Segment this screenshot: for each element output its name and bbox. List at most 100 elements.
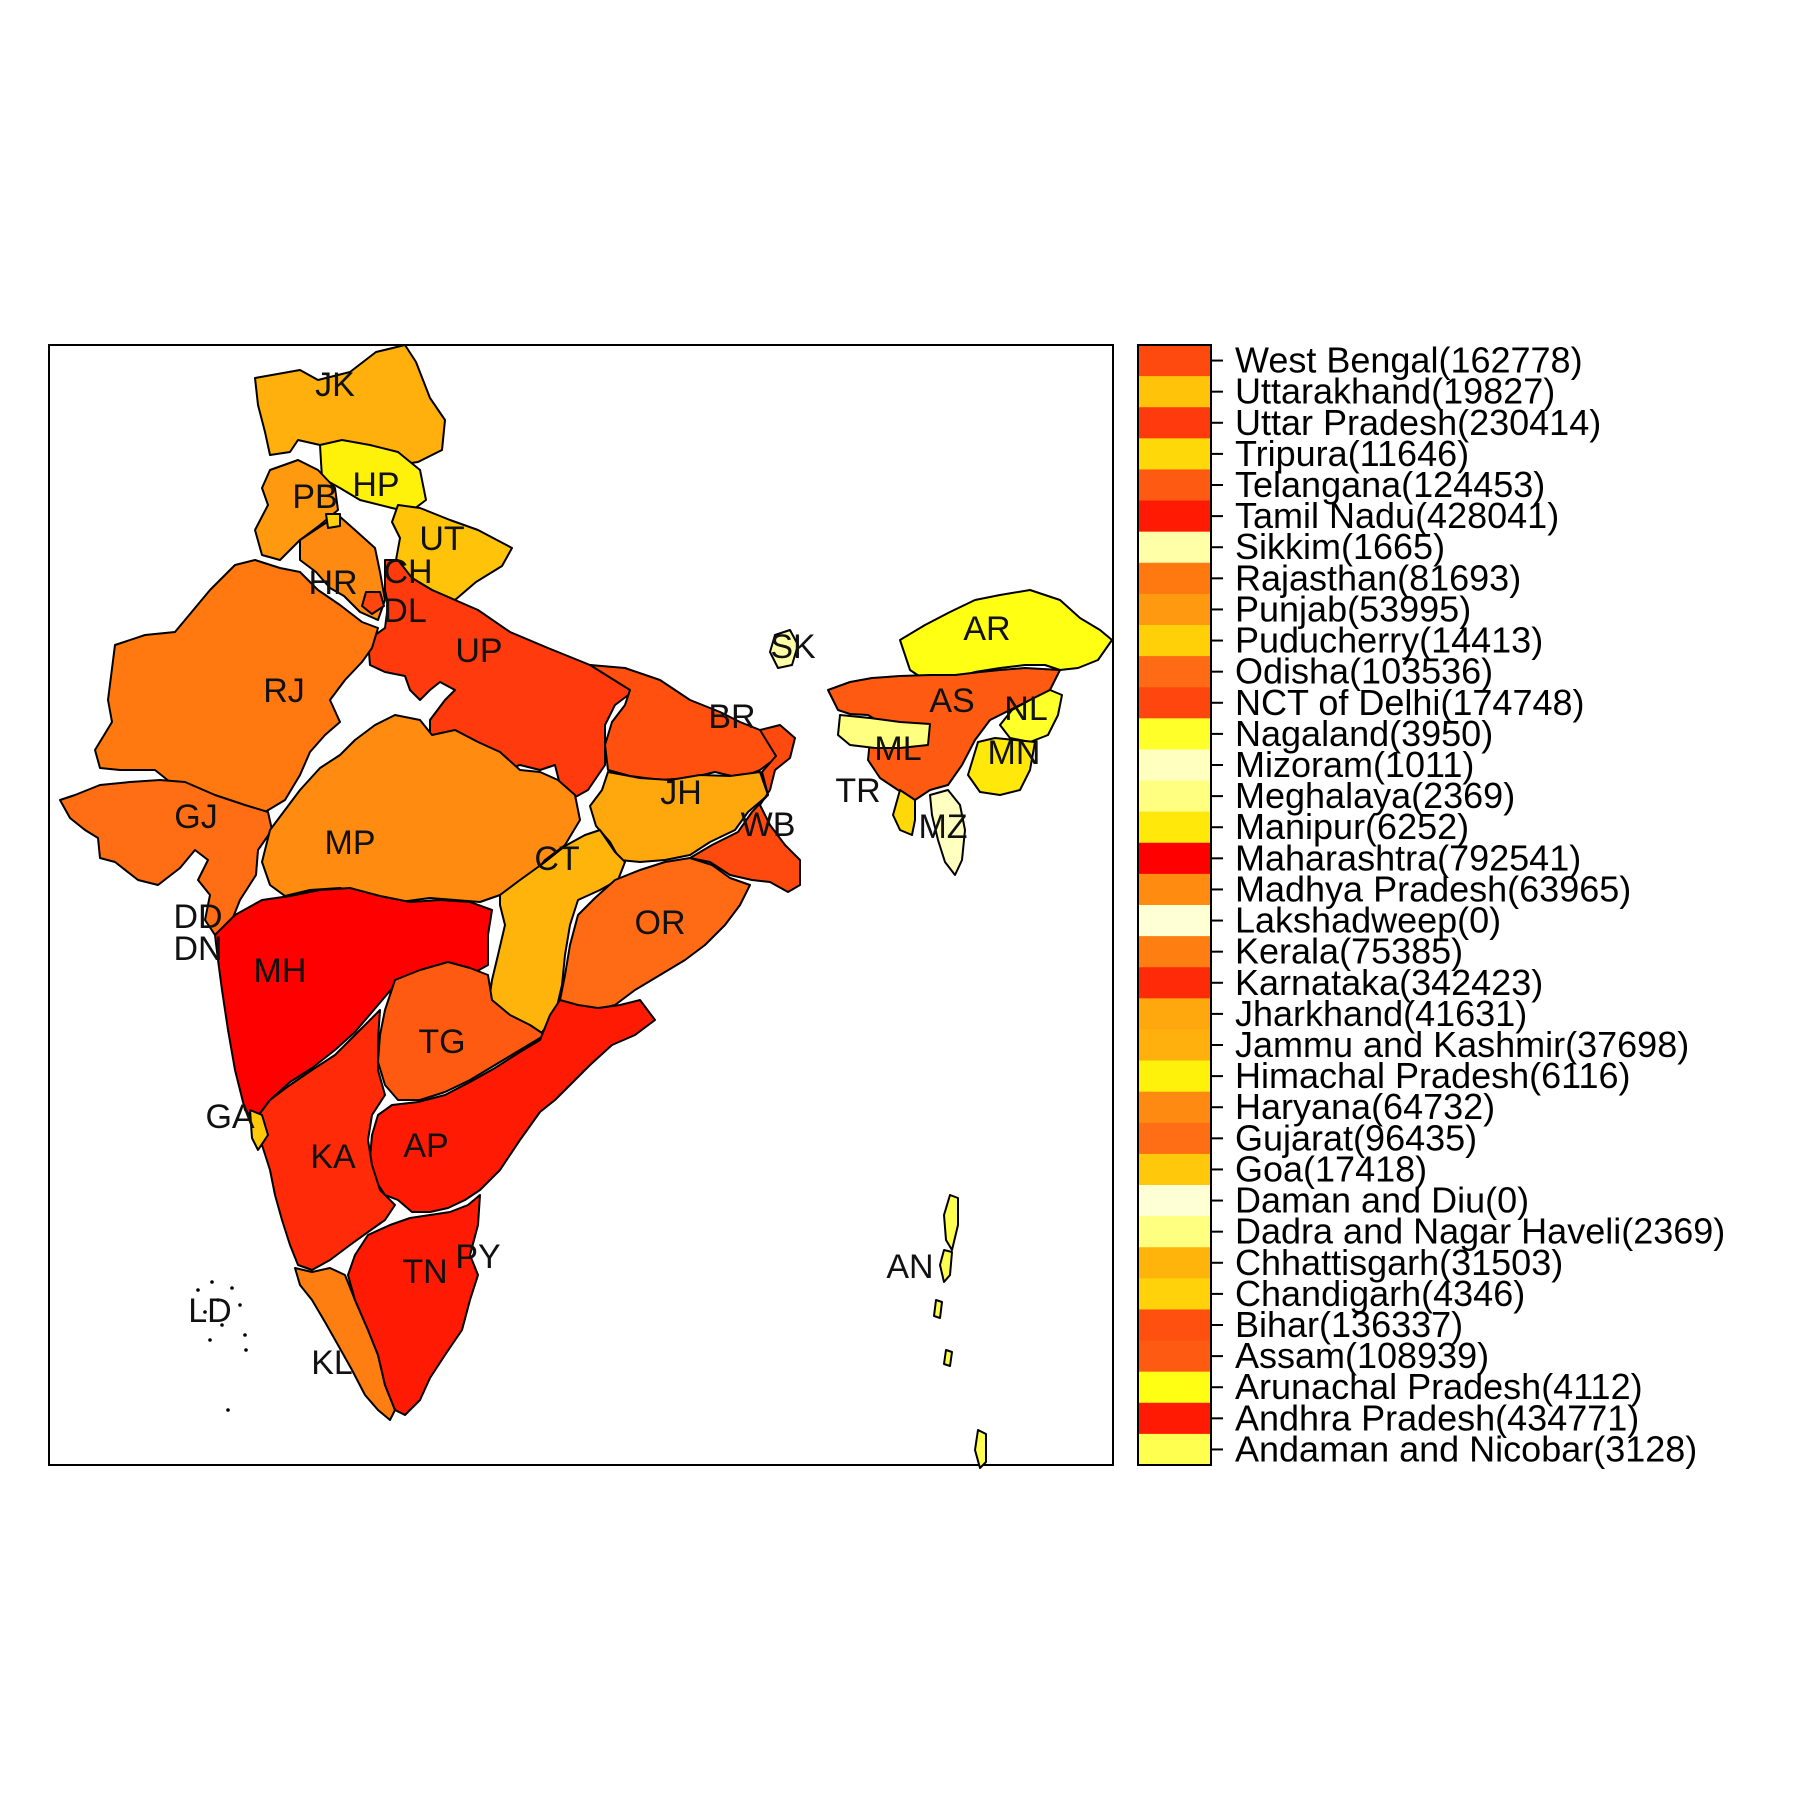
state-an [943, 1349, 953, 1367]
legend-swatch [1138, 842, 1211, 875]
state-label-wb: WB [741, 806, 796, 844]
state-or [559, 857, 751, 1013]
state-tn [347, 1194, 481, 1416]
state-an [974, 1429, 987, 1469]
lakshadweep-island-dot [243, 1333, 247, 1337]
state-label-sk: SK [770, 628, 816, 666]
legend-label: Himachal Pradesh(6116) [1235, 1055, 1631, 1096]
state-label-kl: KL [311, 1344, 353, 1382]
state-ml [837, 714, 931, 749]
legend-swatches [1138, 345, 1211, 1466]
state-label-ml: ML [874, 730, 921, 768]
legend-swatch [1138, 1122, 1211, 1155]
state-mz [929, 789, 966, 876]
legend-labels: West Bengal(162778)Uttarakhand(19827)Utt… [1235, 340, 1725, 1470]
legend-label: Puducherry(14413) [1235, 620, 1543, 661]
state-label-ap: AP [403, 1127, 448, 1165]
legend-swatch [1138, 905, 1211, 937]
legend-swatch [1138, 1029, 1211, 1062]
legend-label: Odisha(103536) [1235, 651, 1493, 692]
state-label-mp: MP [325, 824, 376, 862]
legend-label: Andhra Pradesh(434771) [1235, 1397, 1639, 1438]
legend-swatch [1138, 469, 1211, 502]
state-label-jk: JK [315, 366, 355, 404]
map-frame [48, 344, 1114, 1466]
state-label-tr: TR [835, 772, 880, 810]
state-label-hr: HR [308, 564, 357, 602]
legend-label: Telangana(124453) [1235, 464, 1545, 505]
state-label-pb: PB [292, 478, 337, 516]
lakshadweep-island-dot [216, 1298, 220, 1302]
legend-swatch [1138, 1216, 1211, 1248]
legend-frame [1137, 344, 1212, 1466]
legend-label: Haryana(64732) [1235, 1086, 1495, 1127]
state-ga [249, 1109, 269, 1151]
legend-swatch [1138, 718, 1211, 750]
state-label-py: PY [455, 1238, 500, 1276]
state-label-ka: KA [310, 1138, 356, 1176]
state-nl [999, 689, 1063, 743]
legend-swatch [1138, 687, 1211, 719]
legend-label: Goa(17418) [1235, 1148, 1427, 1189]
legend-swatch [1138, 438, 1211, 470]
legend-label: Rajasthan(81693) [1235, 557, 1521, 598]
legend-label: Madhya Pradesh(63965) [1235, 868, 1631, 909]
legend-swatch [1138, 936, 1211, 968]
legend-swatch [1138, 625, 1211, 657]
state-rj [94, 559, 379, 813]
state-wb [689, 724, 801, 893]
state-label-tg: TG [418, 1023, 465, 1061]
legend-label: West Bengal(162778) [1235, 340, 1583, 381]
lakshadweep-island-dot [238, 1303, 242, 1307]
legend-swatch [1138, 1153, 1211, 1186]
legend-label: Tamil Nadu(428041) [1235, 495, 1559, 536]
state-label-an: AN [886, 1248, 933, 1286]
lakshadweep-island-dot [196, 1288, 200, 1292]
legend-swatch [1138, 1060, 1211, 1093]
legend-label: Lakshadweep(0) [1235, 900, 1501, 941]
legend-swatch [1138, 998, 1211, 1030]
legend-label: NCT of Delhi(174748) [1235, 682, 1585, 723]
legend-label: Jammu and Kashmir(37698) [1235, 1024, 1689, 1065]
state-label-rj: RJ [263, 672, 305, 710]
legend-swatch [1138, 531, 1211, 564]
state-label-dl: DL [383, 592, 426, 630]
legend-swatch [1138, 1091, 1211, 1124]
state-an [933, 1299, 943, 1319]
legend-swatch [1138, 1433, 1211, 1466]
state-label-ld: LD [188, 1292, 231, 1330]
legend-swatch [1138, 1278, 1211, 1310]
legend-swatch [1138, 1371, 1211, 1404]
legend-swatch [1138, 1309, 1211, 1342]
state-label-mn: MN [988, 734, 1041, 772]
legend-swatch [1138, 1340, 1211, 1373]
state-label-tn: TN [402, 1253, 447, 1291]
map-panel: WB UT UP TR TG TN SK RJ PB PY OR DL NL MZ ML MN MH MP LD KL… [48, 344, 1114, 1469]
state-hp [319, 439, 427, 513]
legend-swatch [1138, 376, 1211, 408]
legend-label: Jharkhand(41631) [1235, 993, 1527, 1034]
legend-label: Maharashtra(792541) [1235, 837, 1581, 878]
state-label-br: BR [708, 698, 755, 736]
state-label-dd: DD [173, 898, 222, 936]
legend-swatch [1138, 780, 1211, 813]
state-gj [59, 779, 273, 936]
state-abbreviation-labels: WB UT UP TR TG TN SK RJ PB PY OR DL NL MZ ML MN MH MP LD KL… [173, 366, 1047, 1382]
lakshadweep-island-dot [210, 1280, 214, 1284]
state-ct [487, 829, 626, 1039]
legend-swatch [1138, 811, 1211, 844]
legend-swatch [1138, 1247, 1211, 1279]
island-dots [196, 1194, 987, 1469]
lakshadweep-island-dot [220, 1323, 224, 1327]
legend-label: Uttar Pradesh(230414) [1235, 402, 1601, 443]
legend-swatch [1138, 562, 1211, 595]
state-label-hp: HP [352, 466, 399, 504]
lakshadweep-island-dot [244, 1348, 248, 1352]
state-label-or: OR [635, 904, 686, 942]
legend-swatch [1138, 407, 1211, 439]
state-label-gj: GJ [174, 798, 217, 836]
state-tr [892, 789, 916, 836]
legend-label: Meghalaya(2369) [1235, 775, 1515, 816]
legend-label: Chandigarh(4346) [1235, 1273, 1525, 1314]
legend-swatch [1138, 345, 1211, 377]
